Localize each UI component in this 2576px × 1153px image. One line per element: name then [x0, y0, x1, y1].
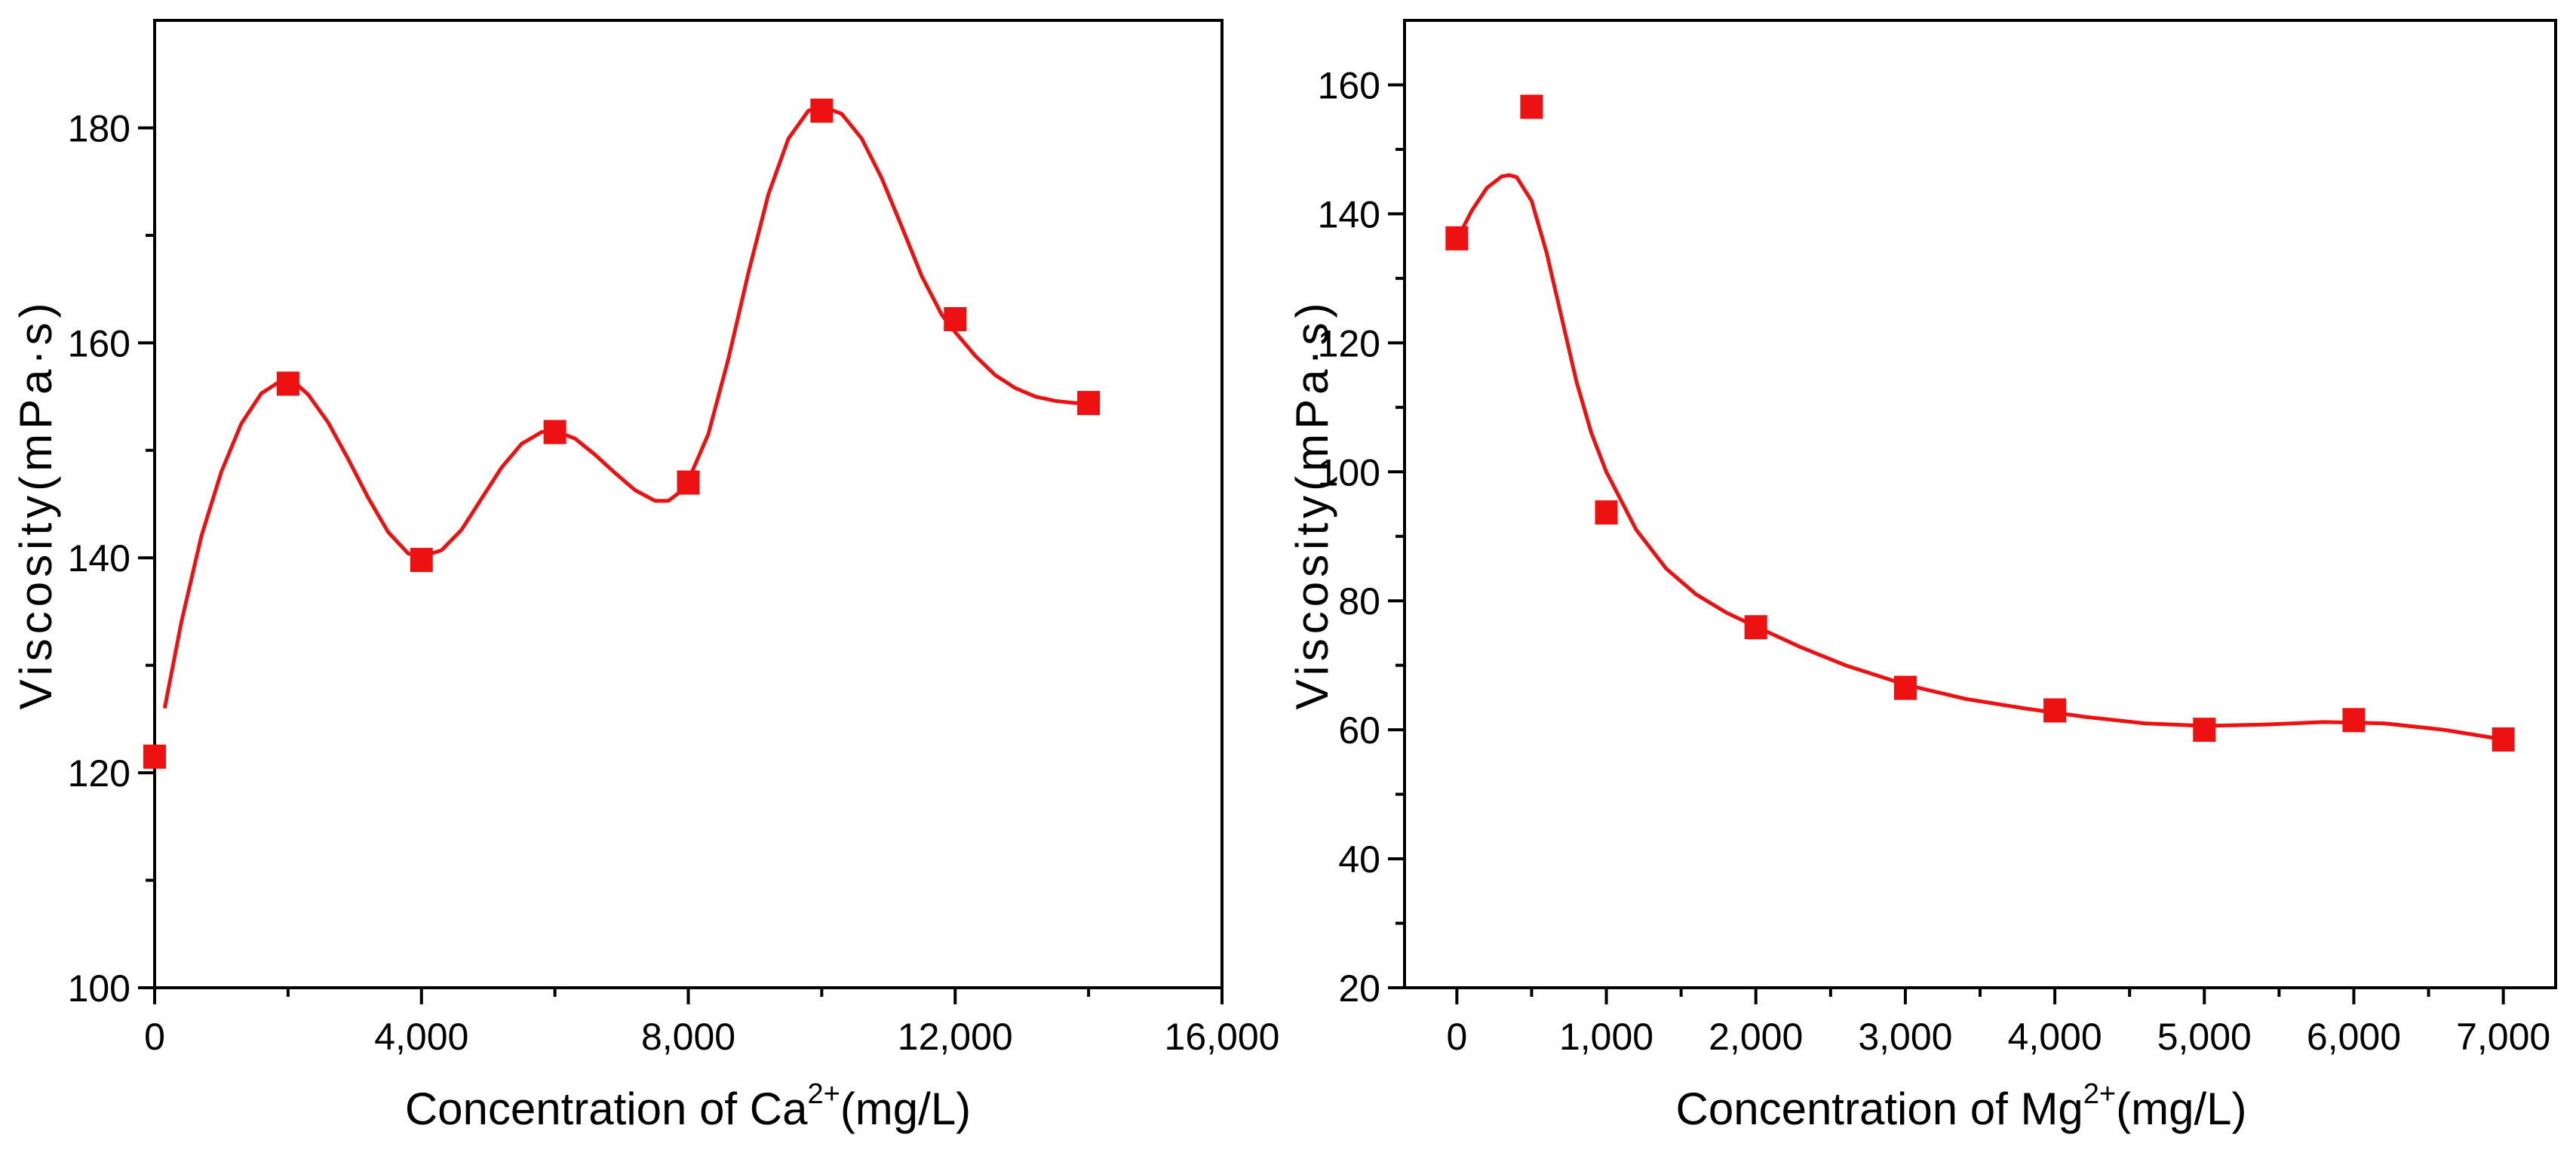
x-tick-label: 3,000	[1858, 1016, 1952, 1058]
data-point	[143, 744, 166, 769]
x-tick-label: 7,000	[2456, 1016, 2550, 1058]
y-tick-label: 160	[1318, 64, 1380, 106]
data-point	[410, 548, 433, 573]
data-point	[1445, 226, 1469, 251]
fit-curve-ca-layer	[162, 104, 1089, 709]
data-points-mg	[1445, 94, 2515, 752]
data-point	[1077, 391, 1101, 416]
fit-curve	[1455, 173, 2504, 742]
x-tick-label: 12,000	[898, 1016, 1013, 1058]
data-points-ca	[143, 98, 1101, 769]
x-tick-label: 2,000	[1709, 1016, 1803, 1058]
data-point	[2193, 718, 2216, 743]
y-tick-label: 140	[1318, 193, 1380, 235]
chart-mg: 0 1,000 2,000 3,000 4,000 5,000 6,000 7,000 20 40…	[1287, 19, 2557, 1134]
y-axis-label-mg: Viscosity(mPa·s)	[1287, 299, 1337, 710]
x-tick-label: 16,000	[1165, 1016, 1280, 1058]
y-tick-label: 20	[1338, 967, 1380, 1010]
axis-ticks-ca: 0 4,000 8,000 12,000 16,000 100 120 140 160 180	[68, 107, 1280, 1058]
y-tick-label: 40	[1338, 838, 1380, 881]
data-point	[1893, 675, 1917, 700]
fit-curve	[162, 104, 1089, 709]
y-tick-label: 180	[68, 107, 130, 149]
axis-ticks-mg: 0 1,000 2,000 3,000 4,000 5,000 6,000 7,000 20 40…	[1318, 64, 2551, 1058]
x-tick-label: 0	[144, 1016, 165, 1058]
plot-frame-ca	[153, 19, 1224, 989]
x-tick-label: 1,000	[1559, 1016, 1653, 1058]
data-point	[944, 306, 967, 331]
y-tick-label: 100	[68, 967, 130, 1010]
data-point	[1520, 94, 1543, 119]
y-tick-label: 140	[68, 537, 130, 580]
x-axis-label-mg: Concentration of Mg2+(mg/L)	[1676, 1078, 2247, 1134]
data-point	[543, 420, 566, 444]
x-tick-label: 6,000	[2307, 1016, 2401, 1058]
y-tick-label: 100	[1318, 451, 1380, 493]
x-tick-label: 5,000	[2157, 1016, 2252, 1058]
data-point	[677, 470, 700, 495]
x-tick-label: 4,000	[374, 1016, 468, 1058]
y-tick-label: 80	[1338, 580, 1380, 623]
data-point	[2342, 708, 2366, 733]
x-tick-label: 0	[1446, 1016, 1467, 1058]
y-tick-label: 120	[68, 752, 130, 795]
data-point	[2043, 698, 2067, 723]
fit-curve-mg-layer	[1455, 173, 2504, 742]
data-point	[1595, 500, 1618, 525]
x-tick-label: 8,000	[641, 1016, 735, 1058]
x-tick-label: 4,000	[2008, 1016, 2102, 1058]
data-point	[1744, 615, 1767, 640]
data-point	[2492, 727, 2515, 752]
y-tick-label: 120	[1318, 322, 1380, 364]
y-axis-label-ca: Viscosity(mPa·s)	[11, 299, 61, 710]
x-axis-label-ca: Concentration of Ca2+(mg/L)	[405, 1078, 971, 1134]
y-tick-label: 60	[1338, 709, 1380, 752]
data-point	[810, 98, 834, 123]
y-tick-label: 160	[68, 322, 130, 364]
plot-frame-mg	[1403, 19, 2557, 989]
data-point	[276, 371, 299, 396]
chart-ca: 0 4,000 8,000 12,000 16,000 100 120 140 160 180 C…	[11, 19, 1280, 1134]
